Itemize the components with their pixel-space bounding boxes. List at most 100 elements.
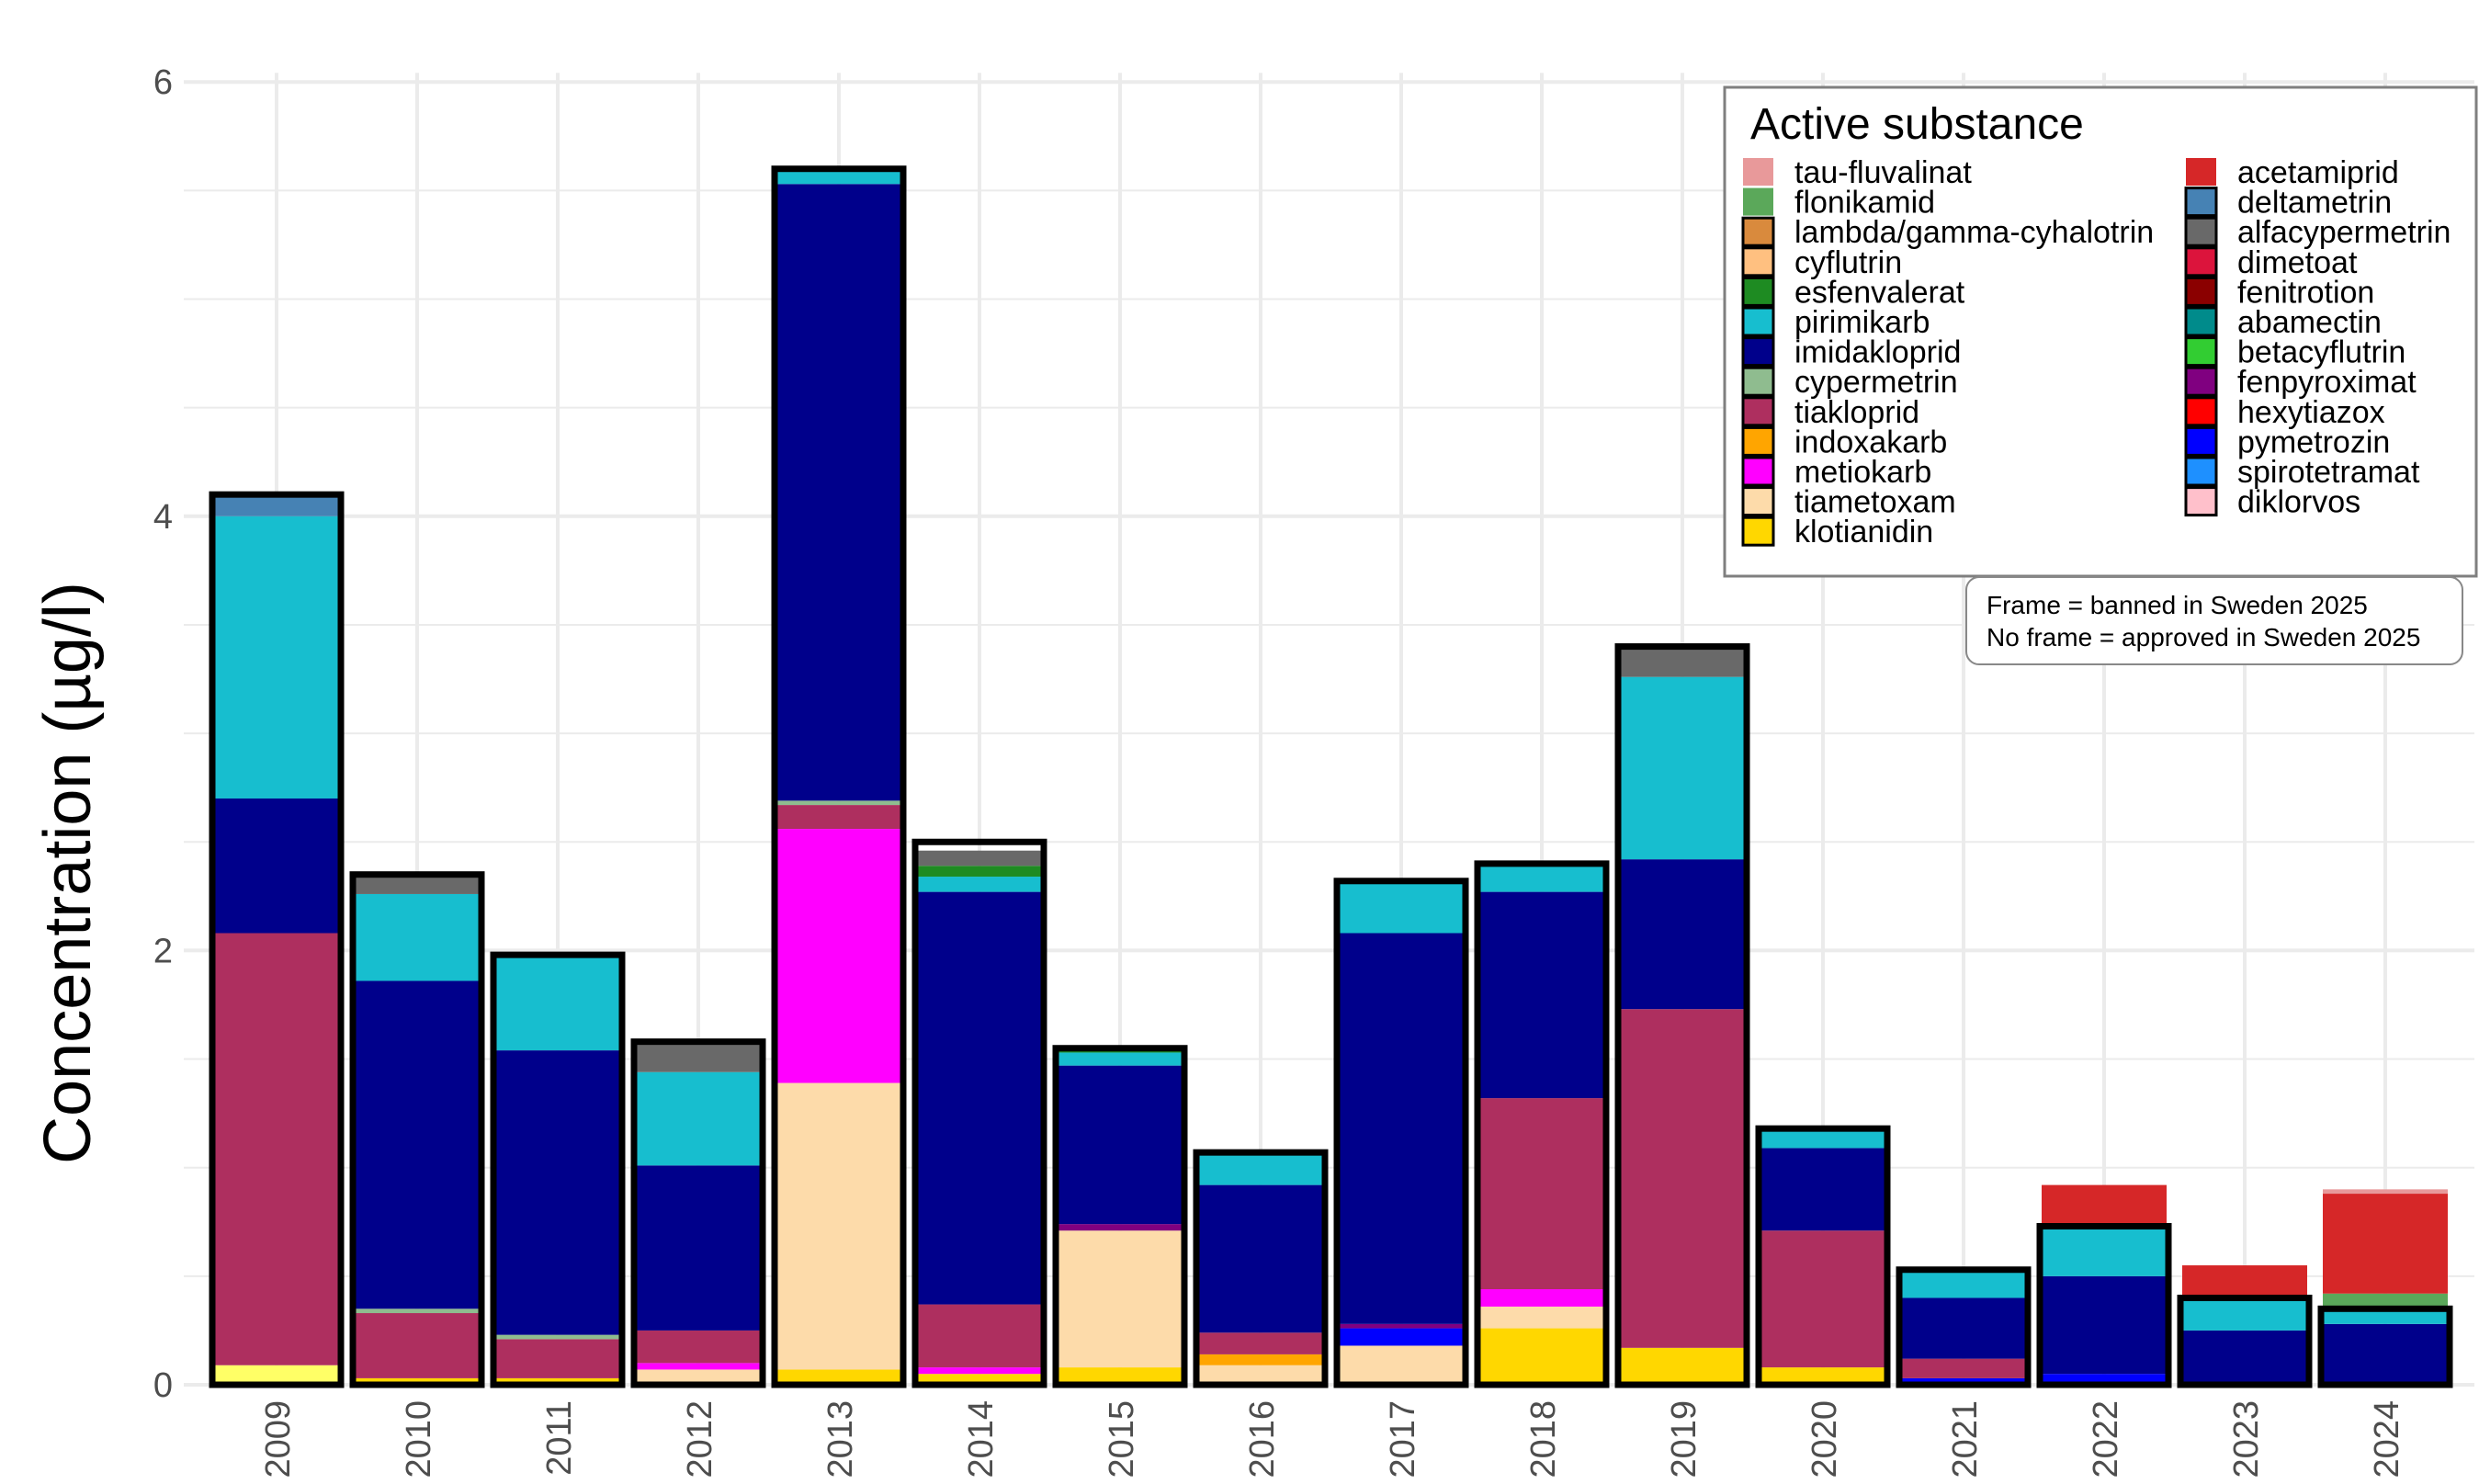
bar-segment-2012-imidakloprid [636, 1165, 761, 1331]
bar-segment-2017-fenpyroximat [1339, 1323, 1464, 1329]
bar-segment-2010-imidakloprid [355, 980, 480, 1309]
banned-frame-2015 [1052, 1045, 1188, 1388]
x-tick-label: 2009 [259, 1400, 298, 1478]
bar-segment-2013-tiametoxam [776, 1082, 901, 1370]
bar-segment-2009-deltametrin [214, 494, 339, 516]
legend-box [1723, 85, 2478, 578]
bar-segment-2016-imidakloprid [1198, 1184, 1323, 1333]
bar-segment-2012-pirimikarb [636, 1071, 761, 1166]
bar-segment-2019-tiakloprid [1620, 1009, 1745, 1348]
legend-label: abamectin [2237, 305, 2382, 340]
legend-swatch [1741, 396, 1775, 427]
bar-segment-2013-tiakloprid [776, 805, 901, 830]
legend-label: fenitrotion [2237, 275, 2374, 310]
y-tick-label: 0 [153, 1366, 173, 1405]
bar-segment-2018-tiakloprid [1479, 1098, 1604, 1290]
banned-frame-2017 [1333, 878, 1469, 1388]
y-tick-label: 2 [153, 932, 173, 970]
bar-segment-2019-imidakloprid [1620, 859, 1745, 1010]
legend-swatch [2184, 425, 2218, 457]
x-tick-label: 2011 [540, 1400, 579, 1476]
bar-segment-2014-klotianidin [917, 1374, 1042, 1385]
bar-segment-2017-pymetrozin [1339, 1328, 1464, 1346]
x-tick-label: 2021 [1946, 1400, 1985, 1478]
legend-label: tau-fluvalinat [1794, 155, 1972, 190]
x-tick-label: 2019 [1665, 1400, 1704, 1478]
legend-label: dimetoat [2237, 245, 2358, 280]
bar-segment-2012-metiokarb [636, 1363, 761, 1370]
bar-segment-2011-pirimikarb [495, 955, 620, 1051]
x-axis-ticks: 2009 2010 2011 2012 2013 2014 2015 2016 2017 2018… [259, 1400, 2406, 1478]
legend-label: spirotetramat [2237, 455, 2420, 490]
bar-segment-2014-tiakloprid [917, 1304, 1042, 1368]
banned-frame-2011 [490, 951, 626, 1388]
legend-label: metiokarb [1794, 455, 1931, 490]
banned-frame-2009 [209, 491, 345, 1388]
bar-segment-2015-klotianidin [1058, 1367, 1183, 1385]
bar-segment-2019-klotianidin [1620, 1347, 1745, 1385]
bar-segment-2015-imidakloprid [1058, 1065, 1183, 1225]
legend-swatch [1743, 187, 1773, 216]
legend-label: indoxakarb [1794, 425, 1947, 459]
x-tick-label: 2012 [681, 1400, 719, 1478]
bar-segment-2018-imidakloprid [1479, 891, 1604, 1099]
bar-segment-2014-imidakloprid [917, 891, 1042, 1305]
legend-items: tau-fluvalinatflonikamidlambda/gamma-cyh… [1741, 155, 2451, 549]
legend-label: cyflutrin [1794, 245, 1902, 280]
bar-segment-2023-imidakloprid [2182, 1330, 2307, 1385]
legend-swatch [2184, 336, 2218, 368]
bar-segment-2010-klotianidin [355, 1377, 480, 1385]
bar-segment-2020-imidakloprid [1760, 1148, 1885, 1231]
bar-segment-2009-pirimikarb [214, 515, 339, 799]
legend-swatch [2184, 486, 2218, 517]
banned-frame-2022 [2036, 1223, 2172, 1388]
bar-segment-2023-acetamiprid [2182, 1265, 2307, 1298]
bar-segment-2014-pirimikarb [917, 877, 1042, 892]
bar-segment-2013-klotianidin [776, 1369, 901, 1385]
legend-swatch [1743, 158, 1773, 186]
banned-frame-2019 [1614, 643, 1750, 1388]
legend-label: imidakloprid [1794, 335, 1961, 370]
legend-swatch [1741, 366, 1775, 397]
legend-label: lambda/gamma-cyhalotrin [1794, 215, 2154, 250]
banned-frame-2012 [630, 1038, 766, 1388]
x-tick-label: 2014 [962, 1400, 1001, 1478]
bar-segment-2016-tiakloprid [1198, 1332, 1323, 1354]
legend-swatch [1741, 486, 1775, 517]
legend-label: acetamiprid [2237, 155, 2399, 190]
x-tick-label: 2013 [821, 1400, 860, 1478]
legend-label: flonikamid [1794, 186, 1935, 221]
banned-frame-2023 [2177, 1294, 2313, 1388]
bar-segment-2018-klotianidin [1479, 1328, 1604, 1385]
banned-frame-2014 [911, 838, 1047, 1388]
legend-title: Active substance [1750, 100, 2084, 149]
x-tick-label: 2016 [1243, 1400, 1282, 1478]
legend-label: esfenvalerat [1794, 275, 1965, 310]
bar-segment-2022-imidakloprid [2042, 1275, 2167, 1375]
bar-segment-2024-flonikamid [2323, 1293, 2448, 1309]
bar-segment-2014-alfacypermetrin [917, 850, 1042, 867]
x-tick-label: 2023 [2227, 1400, 2266, 1478]
bar-segment-2013-imidakloprid [776, 184, 901, 801]
x-tick-label: 2017 [1384, 1400, 1422, 1478]
bar-segment-2021-imidakloprid [1901, 1297, 2026, 1359]
banned-frame-2021 [1896, 1266, 2032, 1388]
bar-segment-2020-tiakloprid [1760, 1230, 1885, 1368]
banned-frame-2020 [1755, 1125, 1891, 1388]
bar-segment-2017-pirimikarb [1339, 880, 1464, 934]
legend-label: klotianidin [1794, 515, 1933, 549]
bar-segment-2018-pirimikarb [1479, 863, 1604, 892]
x-tick-label: 2018 [1524, 1400, 1563, 1478]
bar-segment-2012-tiakloprid [636, 1330, 761, 1364]
bar-segment-2013-cypermetrin [776, 800, 901, 806]
legend-label: hexytiazox [2237, 395, 2385, 430]
bar-segment-2022-pirimikarb [2042, 1226, 2167, 1276]
x-tick-label: 2015 [1103, 1400, 1141, 1478]
y-tick-label: 4 [153, 498, 173, 537]
bar-stacks [214, 168, 2448, 1385]
bar-segment-2024-imidakloprid [2323, 1323, 2448, 1383]
legend-label: alfacypermetrin [2237, 215, 2451, 250]
legend-swatch [1741, 456, 1775, 487]
bar-segment-2016-indoxakarb [1198, 1354, 1323, 1365]
legend-label: pymetrozin [2237, 425, 2390, 459]
